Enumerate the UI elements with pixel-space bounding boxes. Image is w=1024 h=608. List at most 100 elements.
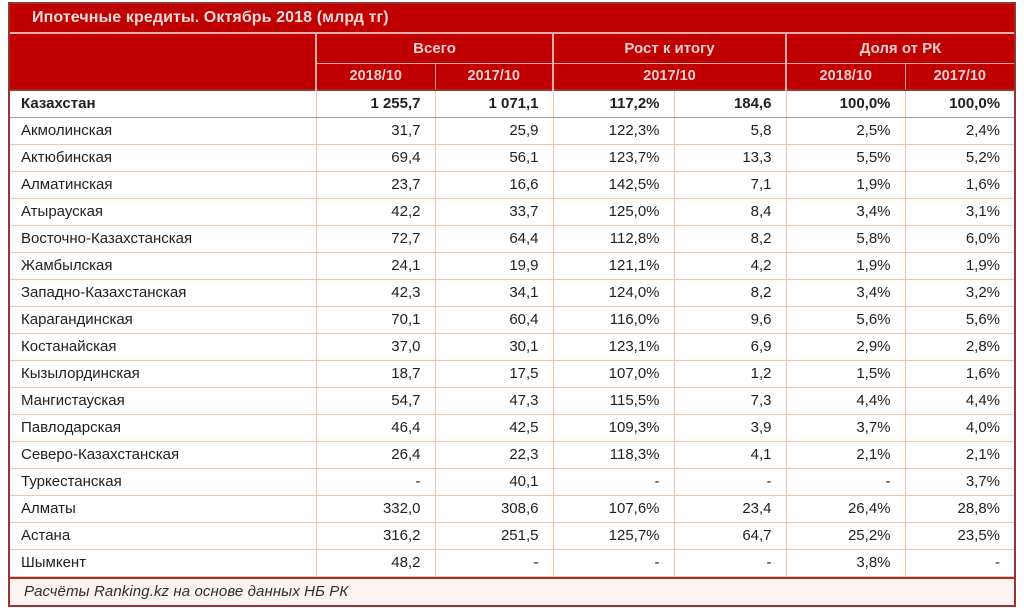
cell-value: 22,3 xyxy=(434,441,554,469)
cell-value: 123,1% xyxy=(552,333,675,361)
source-note: Расчёты Ranking.kz на основе данных НБ Р… xyxy=(10,576,1014,605)
cell-value: 4,1 xyxy=(673,441,787,469)
cell-value: 24,1 xyxy=(315,252,435,280)
cell-value: 142,5% xyxy=(552,171,675,199)
cell-value: - xyxy=(904,549,1015,577)
cell-value: 1,6% xyxy=(904,171,1015,199)
region-name: Костанайская xyxy=(10,333,316,361)
cell-value: 34,1 xyxy=(434,279,554,307)
region-name: Алматинская xyxy=(10,171,316,199)
cell-value: 2,4% xyxy=(904,117,1015,145)
cell-value: 72,7 xyxy=(315,225,435,253)
cell-value: 25,9 xyxy=(434,117,554,145)
cell-value: 4,4% xyxy=(904,387,1015,415)
cell-value: 8,2 xyxy=(673,225,787,253)
cell-value: 1 071,1 xyxy=(434,90,554,118)
table-row: Карагандинская 70,1 60,4 116,0% 9,6 5,6% 5,6% xyxy=(10,306,1015,334)
cell-value: 3,2% xyxy=(904,279,1015,307)
cell-value: 19,9 xyxy=(434,252,554,280)
cell-value: 42,3 xyxy=(315,279,435,307)
mortgage-table: Всего Рост к итогу Доля от РК 2018/10 20… xyxy=(10,34,1015,577)
table-row: Алматы 332,0 308,6 107,6% 23,4 26,4% 28,8% xyxy=(10,494,1015,523)
cell-value: 54,7 xyxy=(315,387,435,415)
cell-value: 116,0% xyxy=(552,306,675,334)
subheader-total-2018: 2018/10 xyxy=(315,62,435,90)
table-row: Западно-Казахстанская 42,3 34,1 124,0% 8,2 3,… xyxy=(10,279,1015,307)
cell-value: 2,1% xyxy=(785,441,906,469)
cell-value: 100,0% xyxy=(904,90,1015,118)
cell-value: 3,4% xyxy=(785,279,906,307)
cell-value: 1,9% xyxy=(785,171,906,199)
subheader-share-2017: 2017/10 xyxy=(904,62,1015,90)
cell-value: 122,3% xyxy=(552,117,675,145)
cell-value: 4,2 xyxy=(673,252,787,280)
cell-value: 124,0% xyxy=(552,279,675,307)
cell-value: 121,1% xyxy=(552,252,675,280)
table-body: Казахстан 1 255,7 1 071,1 117,2% 184,6 100,0%… xyxy=(10,90,1015,577)
cell-value: 23,5% xyxy=(904,522,1015,550)
cell-value: 1,9% xyxy=(904,252,1015,280)
cell-value: 4,4% xyxy=(785,387,906,415)
table-row: Актюбинская 69,4 56,1 123,7% 13,3 5,5% 5,2% xyxy=(10,144,1015,172)
cell-value: - xyxy=(673,468,787,496)
region-name: Туркестанская xyxy=(10,468,316,496)
col-group-share: Доля от РК xyxy=(785,34,1015,63)
cell-value: 123,7% xyxy=(552,144,675,172)
region-name: Шымкент xyxy=(10,549,316,577)
cell-value: 112,8% xyxy=(552,225,675,253)
cell-value: 2,8% xyxy=(904,333,1015,361)
cell-value: 5,6% xyxy=(904,306,1015,334)
cell-value: 25,2% xyxy=(785,522,906,550)
cell-value: 7,1 xyxy=(673,171,787,199)
cell-value: 3,4% xyxy=(785,198,906,226)
cell-value: 33,7 xyxy=(434,198,554,226)
cell-value: 3,9 xyxy=(673,414,787,442)
cell-value: 3,1% xyxy=(904,198,1015,226)
cell-value: 64,4 xyxy=(434,225,554,253)
cell-value: 107,6% xyxy=(552,494,675,523)
cell-value: - xyxy=(785,468,906,496)
table-row: Мангистауская 54,7 47,3 115,5% 7,3 4,4% 4,4% xyxy=(10,387,1015,415)
cell-value: 69,4 xyxy=(315,144,435,172)
cell-value: - xyxy=(434,549,554,577)
cell-value: 37,0 xyxy=(315,333,435,361)
cell-value: 115,5% xyxy=(552,387,675,415)
cell-value: 60,4 xyxy=(434,306,554,334)
cell-value: 70,1 xyxy=(315,306,435,334)
cell-value: 26,4% xyxy=(785,494,906,523)
cell-value: 47,3 xyxy=(434,387,554,415)
cell-value: 308,6 xyxy=(434,494,554,523)
cell-value: 26,4 xyxy=(315,441,435,469)
table-row: Восточно-Казахстанская 72,7 64,4 112,8% 8,2 5… xyxy=(10,225,1015,253)
table-row: Акмолинская 31,7 25,9 122,3% 5,8 2,5% 2,4% xyxy=(10,117,1015,145)
cell-value: 316,2 xyxy=(315,522,435,550)
region-column-header xyxy=(10,34,316,90)
region-name: Акмолинская xyxy=(10,117,316,145)
cell-value: 28,8% xyxy=(904,494,1015,523)
cell-value: 8,4 xyxy=(673,198,787,226)
cell-value: - xyxy=(552,549,675,577)
region-name: Жамбылская xyxy=(10,252,316,280)
subheader-share-2018: 2018/10 xyxy=(785,62,906,90)
cell-value: 1,5% xyxy=(785,360,906,388)
region-name: Мангистауская xyxy=(10,387,316,415)
table-header: Всего Рост к итогу Доля от РК 2018/10 20… xyxy=(10,34,1015,90)
col-group-total: Всего xyxy=(314,34,554,63)
subheader-total-2017: 2017/10 xyxy=(434,62,554,90)
cell-value: 16,6 xyxy=(434,171,554,199)
cell-value: 17,5 xyxy=(434,360,554,388)
cell-value: 1 255,7 xyxy=(315,90,435,118)
cell-value: 13,3 xyxy=(673,144,787,172)
region-name: Атырауская xyxy=(10,198,316,226)
table-row: Костанайская 37,0 30,1 123,1% 6,9 2,9% 2,8% xyxy=(10,333,1015,361)
table-row: Алматинская 23,7 16,6 142,5% 7,1 1,9% 1,6% xyxy=(10,171,1015,199)
table-title: Ипотечные кредиты. Октябрь 2018 (млрд тг… xyxy=(10,4,1014,34)
cell-value: 5,8 xyxy=(673,117,787,145)
region-name: Казахстан xyxy=(10,90,316,118)
region-name: Северо-Казахстанская xyxy=(10,441,316,469)
cell-value: 8,2 xyxy=(673,279,787,307)
region-name: Астана xyxy=(10,522,316,550)
table-row: Шымкент 48,2- - -3,8% - xyxy=(10,549,1015,577)
cell-value: 5,2% xyxy=(904,144,1015,172)
table-row: Казахстан 1 255,7 1 071,1 117,2% 184,6 100,0%… xyxy=(10,90,1015,118)
